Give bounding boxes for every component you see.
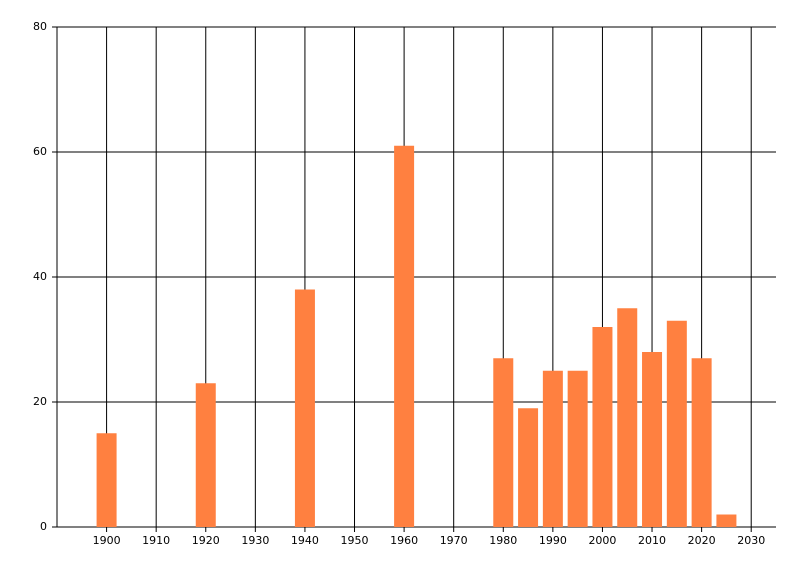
bar <box>567 370 588 527</box>
bar <box>493 358 514 527</box>
bar <box>716 514 737 527</box>
bar <box>542 370 563 527</box>
x-tick-label: 2020 <box>688 534 716 547</box>
x-tick-label: 1990 <box>539 534 567 547</box>
y-tick-label: 80 <box>33 20 47 33</box>
y-tick-label: 40 <box>33 270 47 283</box>
bar <box>592 327 613 527</box>
bar <box>642 352 663 527</box>
x-tick-label: 1920 <box>192 534 220 547</box>
x-tick-label: 1960 <box>390 534 418 547</box>
bar <box>518 408 539 527</box>
x-tick-label: 1940 <box>291 534 319 547</box>
x-tick-label: 2010 <box>638 534 666 547</box>
y-tick-label: 20 <box>33 395 47 408</box>
bar <box>195 383 216 527</box>
bar <box>96 433 117 527</box>
y-tick-label: 60 <box>33 145 47 158</box>
y-tick-label: 0 <box>40 520 47 533</box>
x-tick-label: 1930 <box>241 534 269 547</box>
x-tick-label: 1950 <box>341 534 369 547</box>
bar <box>691 358 712 527</box>
x-tick-label: 1910 <box>142 534 170 547</box>
bar <box>617 308 638 527</box>
x-tick-label: 2030 <box>737 534 765 547</box>
x-tick-label: 1970 <box>440 534 468 547</box>
bar <box>666 320 687 527</box>
x-tick-label: 1900 <box>93 534 121 547</box>
x-tick-label: 1980 <box>489 534 517 547</box>
bar <box>294 289 315 527</box>
bar <box>394 145 415 527</box>
x-tick-label: 2000 <box>588 534 616 547</box>
